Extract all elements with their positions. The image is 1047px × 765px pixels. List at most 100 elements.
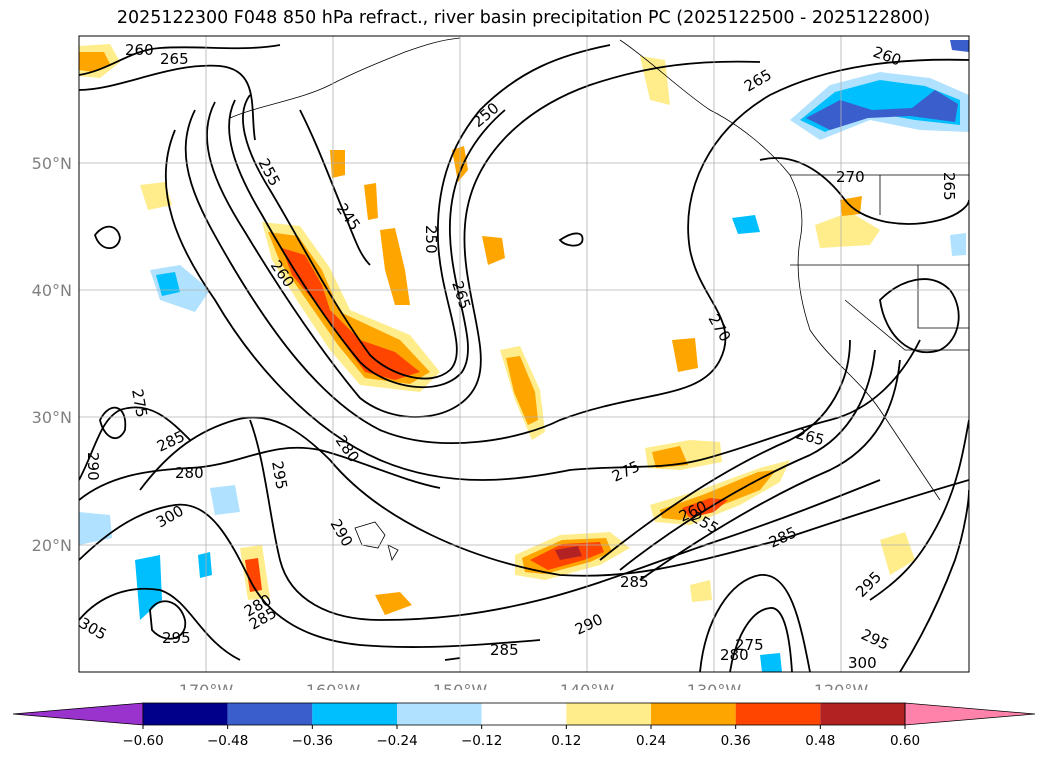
neg-blob-canada-core [806,90,958,130]
contour-east-coast2 [899,489,969,672]
pos-blob-trop1-peak [555,546,582,560]
map-frame [78,35,970,673]
contour-295 [249,419,881,621]
contour-265-nw [79,64,256,141]
colorbar-cell [820,703,905,725]
pos-blob-n6 [482,236,505,265]
pos-blob-sw1-core [245,558,262,592]
pos-blob-se [690,580,712,602]
colorbar-tick-label: 0.12 [551,733,581,749]
pos-blob-sw2 [375,592,412,615]
pos-blob-mexico [880,532,915,575]
neg-blob-w5 [198,552,212,578]
coastline-layer [229,37,969,562]
contour-260-nw [79,44,281,76]
colorbar-tick-label: 0.36 [721,733,751,749]
neg-blob-ne [950,40,969,52]
colorbar-tick-label: 0.60 [890,733,920,749]
colorbar-ticks: −0.60 −0.48 −0.36 −0.24 −0.12 0.12 0.24 0.36 0.4… [122,725,920,749]
contour-label: 270 [836,168,865,186]
contour-west-loop1 [94,225,121,250]
pos-blob-n3 [330,150,345,178]
pos-blob-mid2 [672,338,698,372]
contour-label: 250 [422,225,440,254]
lat-label-40: 40°N [32,281,72,300]
contour-label: 265 [160,50,189,68]
refractivity-contours [79,44,969,672]
neg-blob-e3 [950,233,966,256]
colorbar-frame [142,702,906,726]
colorbar-cell [227,703,313,725]
border-states4 [917,265,969,329]
pos-blob-mid-core [506,356,538,425]
contour-east-band3 [639,359,901,581]
lat-label-20: 20°N [32,536,72,555]
colorbar-cell [651,703,736,725]
pos-blob-n5 [140,182,172,210]
lon-label-160w: 160°W [306,681,361,690]
contour-label: 275 [735,636,764,654]
contour-label: 280 [720,646,749,664]
colorbar-tick-label: 0.24 [636,733,666,749]
pos-blob-nw-core [79,52,110,72]
contour-label: 275 [128,388,151,419]
lon-label-150w: 150°W [433,681,488,690]
lon-label-170w: 170°W [179,681,234,690]
contour-west-loop2 [99,406,127,440]
hawaii-island1 [354,521,386,549]
contour-label: 265 [940,172,958,201]
colorbar-cell [312,703,397,725]
colorbar-tick-label: −0.12 [461,733,502,749]
contour-255 [242,44,611,380]
contour-south-dash [444,657,461,661]
colorbar-tick-label: −0.60 [122,733,163,749]
colorbar-cell [566,703,651,725]
colorbar-extend-low [12,702,144,726]
contour-east-band1 [599,339,851,561]
contour-285 [139,416,969,577]
neg-blob-e2 [760,653,782,672]
colorbar-cell [735,703,821,725]
border-states3 [844,299,969,351]
colorbar-cells [12,702,1036,726]
lat-label-50: 50°N [32,154,72,173]
contour-305 [79,587,241,661]
neg-blob-w3 [79,512,112,545]
neg-blob-e1 [732,215,760,234]
contour-center-loop [558,232,584,247]
colorbar-cell [397,703,482,725]
contour-label: 260 [125,41,154,59]
contour-pnw [759,157,969,225]
contour-250 [228,99,506,389]
pos-blob-bc [640,56,670,105]
contour-east-band2 [619,349,876,571]
pos-blob-trop3-core [652,446,688,468]
contour-interior [879,278,960,354]
contour-se-loop [699,574,811,672]
neg-blob-w2 [210,485,240,515]
lon-label-120w: 120°W [814,681,869,690]
contour-label: 285 [620,573,649,591]
colorbar-tick-label: −0.36 [292,733,333,749]
precip-fill-layer [79,40,969,672]
coastline-alaska [229,37,461,119]
contour-300 [79,503,541,648]
contour-label: 280 [175,464,204,482]
colorbar-tick-label: 0.48 [805,733,835,749]
contour-270 [184,58,969,444]
contour-sw-inner [149,600,186,640]
contour-label: 300 [848,654,877,672]
graticule [79,36,969,672]
colorbar-tick-label: −0.24 [376,733,417,749]
contour-east-coast [869,419,969,601]
pos-blob-coast [815,212,880,248]
coastline-bc [619,39,941,501]
colorbar-cell [143,703,228,725]
lon-label-140w: 140°W [560,681,615,690]
longitude-labels: 170°W 160°W 150°W 140°W 130°W 120°W [179,681,869,690]
colorbar-tick-label: −0.48 [207,733,248,749]
contour-label: 295 [268,460,291,491]
colorbar: −0.60 −0.48 −0.36 −0.24 −0.12 0.12 0.24 0.36 0.4… [12,702,1036,749]
contour-label: 290 [84,452,102,481]
hawaii-island2 [387,544,399,562]
